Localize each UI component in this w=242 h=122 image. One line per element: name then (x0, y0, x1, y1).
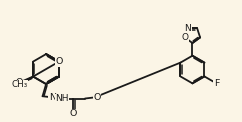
Text: CH₃: CH₃ (11, 80, 27, 89)
Text: N: N (49, 93, 56, 102)
Text: O: O (93, 93, 101, 102)
Text: N: N (184, 24, 191, 33)
Text: O: O (70, 109, 77, 118)
Text: F: F (214, 79, 219, 88)
Text: O: O (55, 57, 63, 66)
Text: O: O (181, 33, 188, 42)
Text: NH: NH (55, 94, 69, 103)
Text: O: O (15, 78, 23, 87)
